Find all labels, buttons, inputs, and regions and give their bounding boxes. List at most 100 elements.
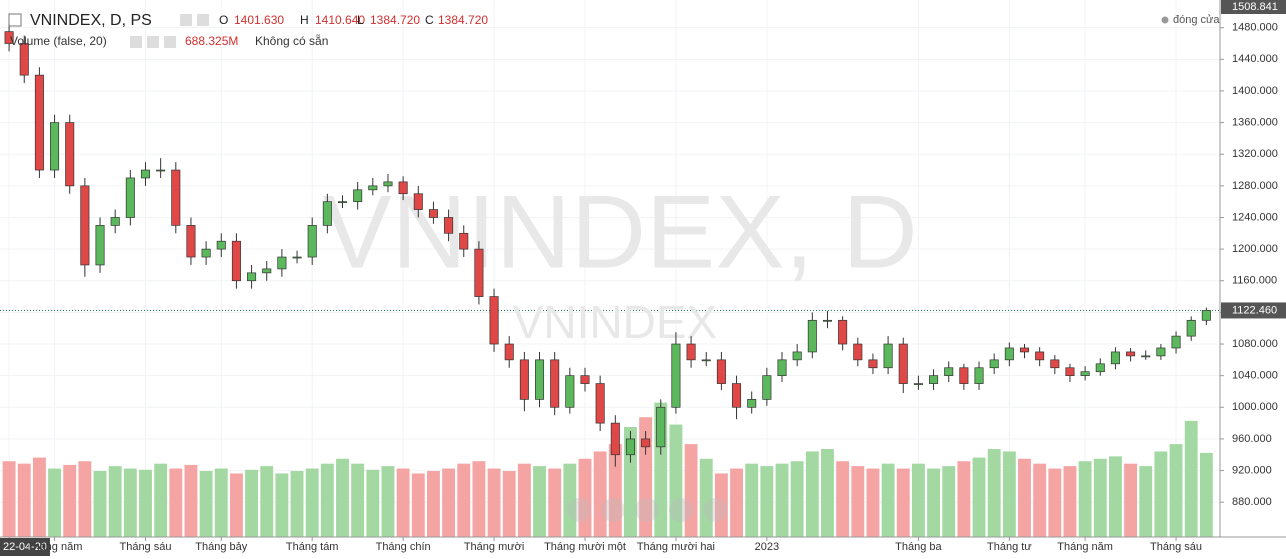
candle-body xyxy=(1126,351,1136,357)
candle-body xyxy=(777,359,787,377)
watermark: VNINDEX, D xyxy=(322,174,917,290)
volume-note: Không có sẵn xyxy=(255,33,328,48)
candle-body xyxy=(216,240,226,250)
menu-icon[interactable] xyxy=(8,13,22,27)
volume-bar xyxy=(1154,451,1168,537)
volume-bar xyxy=(563,463,577,537)
candle-body xyxy=(838,319,848,345)
x-tick-label: Tháng năm xyxy=(1057,541,1113,553)
candle-body xyxy=(1080,371,1090,377)
y-tick-label: 1440.000 xyxy=(1232,53,1278,65)
volume-bar xyxy=(881,463,895,537)
candle-body xyxy=(307,225,317,258)
volume-bar xyxy=(821,449,834,537)
x-tick-box xyxy=(0,538,50,556)
candle-body xyxy=(171,169,181,226)
nav-left[interactable] xyxy=(567,498,591,522)
candle-body xyxy=(550,359,560,408)
candle-body xyxy=(1201,310,1211,321)
icon[interactable] xyxy=(147,36,159,48)
candle-body xyxy=(1035,351,1045,361)
candle-body xyxy=(140,169,151,179)
volume-bar xyxy=(669,424,683,537)
volume-bar xyxy=(154,463,168,537)
volume-bar xyxy=(442,468,456,537)
volume-bar xyxy=(533,466,546,537)
candle-body xyxy=(671,343,681,408)
volume-bar xyxy=(472,461,486,537)
candle-body xyxy=(428,209,438,218)
candle-body xyxy=(807,319,817,353)
nav-right[interactable] xyxy=(703,498,727,522)
volume-bar xyxy=(199,471,213,537)
candle-body xyxy=(247,272,257,282)
volume-bar xyxy=(593,451,607,537)
volume-bar xyxy=(927,468,941,537)
candle-body xyxy=(201,248,211,258)
volume-bar xyxy=(1093,458,1107,537)
x-tick-label: Tháng ba xyxy=(895,541,942,553)
candle-body xyxy=(95,225,105,266)
icon[interactable] xyxy=(164,36,176,48)
icon[interactable] xyxy=(180,14,192,26)
volume-bar xyxy=(351,463,365,537)
nav-zoom-out[interactable] xyxy=(601,498,625,522)
volume-bar xyxy=(1199,452,1213,537)
x-tick-label: Tháng tư xyxy=(987,541,1032,553)
candle-body xyxy=(337,201,348,204)
volume-bar xyxy=(275,473,289,537)
candle-body xyxy=(853,343,863,361)
volume-bar xyxy=(1184,420,1198,537)
volume-bar xyxy=(684,444,698,537)
x-tick-label: 2023 xyxy=(755,541,779,553)
volume-bar xyxy=(548,468,562,537)
volume-bar xyxy=(745,463,759,537)
y-tick-label: 1320.000 xyxy=(1232,148,1278,160)
nav-reset[interactable] xyxy=(635,498,659,522)
y-tick-label: 1080.000 xyxy=(1232,338,1278,350)
candle-body xyxy=(1171,335,1181,349)
volume-bar xyxy=(366,469,380,537)
volume-bar xyxy=(896,468,910,537)
volume-bar xyxy=(775,463,789,537)
y-tick-label: 920.000 xyxy=(1232,464,1272,476)
candle-body xyxy=(4,31,14,44)
candle-body xyxy=(656,406,666,448)
volume-bar xyxy=(48,468,61,537)
volume-bar xyxy=(578,458,592,537)
volume-bar xyxy=(851,466,865,537)
candle-body xyxy=(686,343,696,361)
candle-body xyxy=(459,232,469,250)
x-tick-label: Tháng mười xyxy=(464,541,524,553)
volume-bar xyxy=(1018,458,1031,537)
volume-bar xyxy=(608,444,622,537)
volume-bar xyxy=(457,463,471,537)
x-tick-label: 22-04-20 xyxy=(3,541,47,553)
volume-bar xyxy=(2,461,16,537)
last-price-box xyxy=(1221,302,1286,319)
icon[interactable] xyxy=(197,14,209,26)
icon[interactable] xyxy=(130,36,142,48)
volume-bar xyxy=(229,473,243,537)
volume-bar xyxy=(123,468,137,537)
volume-bar xyxy=(336,458,349,537)
volume-bar xyxy=(517,463,531,537)
y-tick-label: 1360.000 xyxy=(1232,116,1278,128)
volume-bar xyxy=(502,471,516,537)
x-tick-label: Tháng mười một xyxy=(544,541,626,553)
candle-body xyxy=(383,181,393,187)
o-label: O xyxy=(219,13,228,27)
candle-body xyxy=(610,422,620,456)
close-note: đóng cửa xyxy=(1173,14,1220,26)
volume-bar xyxy=(699,458,713,537)
candle-body xyxy=(1095,363,1105,373)
nav-zoom-in[interactable] xyxy=(669,498,693,522)
y-tick-label: 1000.000 xyxy=(1232,401,1278,413)
x-tick-label: Tháng tám xyxy=(286,541,339,553)
x-tick-label: Tháng bảy xyxy=(195,541,247,553)
y-tick-label: 960.000 xyxy=(1232,433,1272,445)
candle-body xyxy=(322,201,332,226)
volume-bar xyxy=(866,468,880,537)
